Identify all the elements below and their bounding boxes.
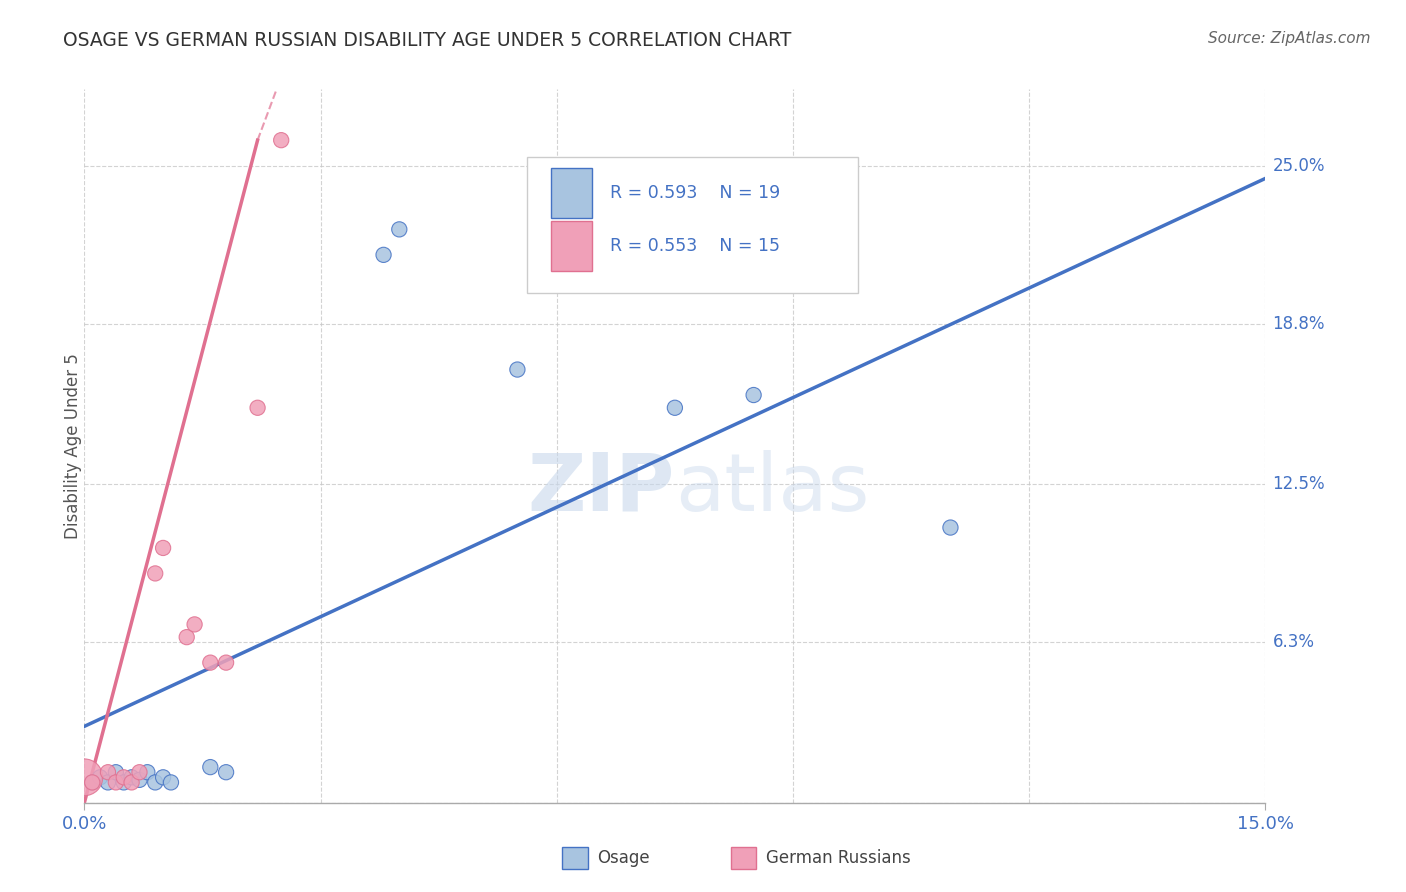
Text: Source: ZipAtlas.com: Source: ZipAtlas.com xyxy=(1208,31,1371,46)
Text: German Russians: German Russians xyxy=(766,849,911,867)
Point xyxy=(82,775,104,789)
Point xyxy=(152,770,174,784)
Point xyxy=(97,765,120,780)
Text: ZIP: ZIP xyxy=(527,450,675,528)
Point xyxy=(506,362,529,376)
Text: 18.8%: 18.8% xyxy=(1272,315,1324,333)
Text: R = 0.593    N = 19: R = 0.593 N = 19 xyxy=(610,184,780,202)
Point xyxy=(82,775,104,789)
Text: OSAGE VS GERMAN RUSSIAN DISABILITY AGE UNDER 5 CORRELATION CHART: OSAGE VS GERMAN RUSSIAN DISABILITY AGE U… xyxy=(63,31,792,50)
Text: 6.3%: 6.3% xyxy=(1272,633,1315,651)
Point xyxy=(112,775,135,789)
Point xyxy=(128,772,150,787)
Y-axis label: Disability Age Under 5: Disability Age Under 5 xyxy=(65,353,82,539)
Text: atlas: atlas xyxy=(675,450,869,528)
Point xyxy=(183,617,205,632)
Point xyxy=(152,541,174,555)
Point xyxy=(104,765,127,780)
Point xyxy=(121,775,143,789)
Point xyxy=(246,401,269,415)
Point xyxy=(270,133,292,147)
Point xyxy=(136,765,159,780)
Point xyxy=(373,248,395,262)
Point xyxy=(939,520,962,534)
FancyBboxPatch shape xyxy=(551,168,592,218)
Point xyxy=(215,656,238,670)
Text: R = 0.553    N = 15: R = 0.553 N = 15 xyxy=(610,237,780,255)
Point xyxy=(143,775,166,789)
Point xyxy=(742,388,765,402)
Text: Osage: Osage xyxy=(598,849,650,867)
FancyBboxPatch shape xyxy=(527,157,858,293)
Point xyxy=(89,770,111,784)
Point xyxy=(200,760,222,774)
Point xyxy=(160,775,183,789)
Point xyxy=(664,401,686,415)
Point xyxy=(176,630,198,644)
Text: 12.5%: 12.5% xyxy=(1272,475,1324,493)
Point xyxy=(73,770,96,784)
Point xyxy=(143,566,166,581)
FancyBboxPatch shape xyxy=(551,221,592,271)
Point xyxy=(104,775,127,789)
Point xyxy=(215,765,238,780)
Point xyxy=(97,775,120,789)
Text: 25.0%: 25.0% xyxy=(1272,157,1324,175)
Point xyxy=(200,656,222,670)
Point xyxy=(112,770,135,784)
Point xyxy=(121,770,143,784)
Point xyxy=(128,765,150,780)
Point xyxy=(388,222,411,236)
